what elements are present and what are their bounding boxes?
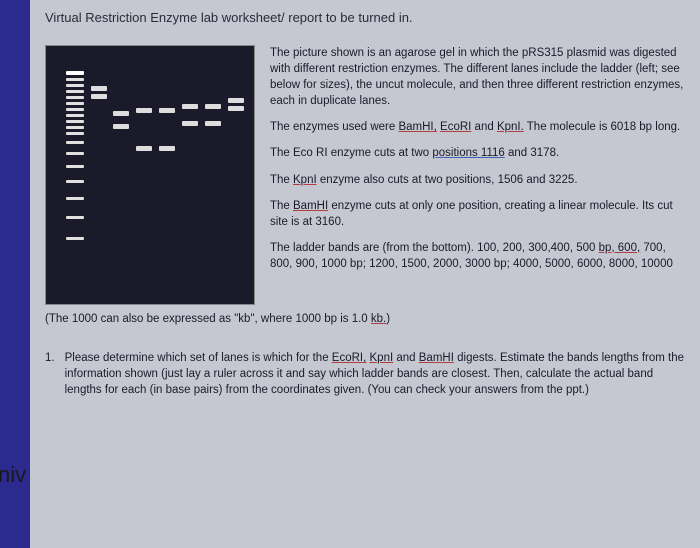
paragraph-enzymes: The enzymes used were BamHI, EcoRI and K… — [270, 119, 685, 135]
description-text: The picture shown is an agarose gel in w… — [270, 45, 685, 305]
worksheet-document: Virtual Restriction Enzyme lab worksheet… — [30, 0, 700, 548]
question-number: 1. — [45, 350, 55, 398]
gel-band — [113, 124, 129, 129]
gel-band — [91, 86, 107, 91]
ladder-lane — [66, 71, 84, 243]
paragraph-ladder: The ladder bands are (from the bottom). … — [270, 240, 685, 272]
paragraph-intro: The picture shown is an agarose gel in w… — [270, 45, 685, 109]
gel-image — [45, 45, 255, 305]
gel-band — [205, 121, 221, 126]
gel-band — [159, 146, 175, 151]
sidebar-text-fragment: niv — [0, 462, 26, 488]
paragraph-kpni: The KpnI enzyme also cuts at two positio… — [270, 172, 685, 188]
gel-band — [91, 94, 107, 99]
gel-band — [228, 106, 244, 111]
worksheet-header: Virtual Restriction Enzyme lab worksheet… — [45, 10, 685, 25]
question-text: Please determine which set of lanes is w… — [65, 350, 685, 398]
gel-band — [136, 146, 152, 151]
gel-band — [113, 111, 129, 116]
kb-note: (The 1000 can also be expressed as "kb",… — [45, 313, 685, 325]
paragraph-bamhi: The BamHI enzyme cuts at only one positi… — [270, 198, 685, 230]
gel-band — [228, 98, 244, 103]
content-area: The picture shown is an agarose gel in w… — [45, 45, 685, 305]
gel-band — [205, 104, 221, 109]
gel-band — [182, 104, 198, 109]
question-1: 1. Please determine which set of lanes i… — [45, 350, 685, 398]
gel-band — [159, 108, 175, 113]
gel-band — [182, 121, 198, 126]
gel-band — [136, 108, 152, 113]
paragraph-ecori: The Eco RI enzyme cuts at two positions … — [270, 145, 685, 161]
sidebar-strip: niv — [0, 0, 30, 548]
